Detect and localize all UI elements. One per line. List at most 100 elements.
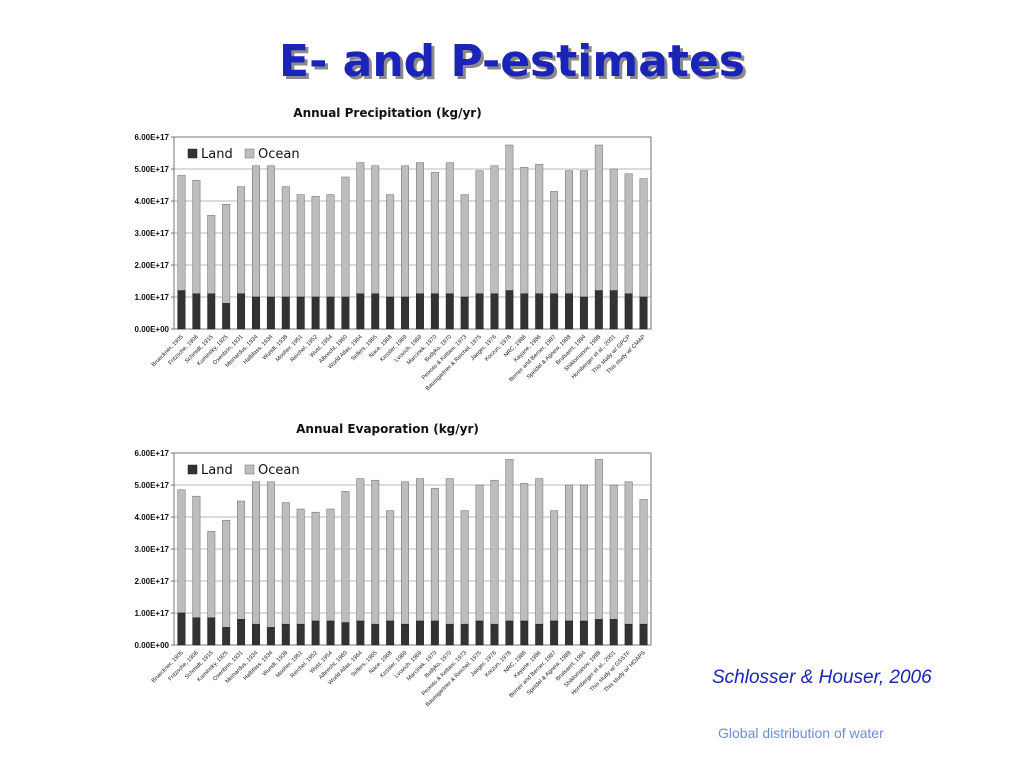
evap-bar-ocean — [356, 478, 365, 622]
precip-legend-label-land: Land — [201, 147, 233, 162]
precip-bar-land — [550, 293, 559, 330]
precip-bar-ocean — [520, 167, 529, 295]
evap-bar-land — [639, 623, 648, 646]
precip-bar-land — [609, 290, 618, 330]
evap-bar-ocean — [535, 478, 544, 625]
evap-y-tick-label: 4.00E+17 — [135, 513, 170, 522]
citation: Schlosser & Houser, 2006 — [712, 667, 932, 688]
precip-legend-label-ocean: Ocean — [258, 147, 300, 162]
evap-bar-land — [222, 627, 231, 646]
evap-bar-land — [311, 620, 320, 646]
precip-y-tick-label: 5.00E+17 — [135, 165, 170, 174]
precip-bar-ocean — [371, 165, 380, 295]
precip-bar-land — [579, 296, 588, 330]
evap-bar-ocean — [401, 481, 410, 625]
precip-bar-land — [281, 296, 290, 330]
precip-bar-land — [207, 293, 216, 330]
evap-y-tick-label: 0.00E+00 — [135, 641, 170, 650]
precip-bar-land — [222, 303, 231, 330]
evap-bar-ocean — [624, 481, 633, 625]
precip-bar-land — [356, 293, 365, 330]
evap-bar-land — [252, 623, 260, 646]
evap-bar-land — [401, 623, 410, 646]
evap-legend-swatch-land — [187, 464, 198, 475]
precip-bar-land — [192, 293, 201, 330]
evap-bar-land — [237, 619, 246, 646]
precip-bar-ocean — [177, 175, 186, 291]
precip-legend-swatch-ocean — [244, 148, 255, 159]
evap-bar-land — [505, 620, 514, 646]
evap-y-tick-label: 5.00E+17 — [135, 481, 170, 490]
evap-bar-ocean — [311, 511, 320, 622]
precip-y-tick-label: 6.00E+17 — [135, 133, 170, 142]
precip-bar-ocean — [579, 170, 588, 298]
precip-bar-land — [415, 293, 424, 330]
precip-bar-ocean — [326, 194, 335, 298]
precip-bar-ocean — [386, 194, 395, 298]
precip-bar-land — [401, 296, 410, 330]
precip-bar-land — [520, 293, 529, 330]
precip-bar-land — [624, 293, 633, 330]
evap-bar-ocean — [222, 519, 231, 628]
evap-bar-ocean — [550, 510, 559, 622]
evap-bar-ocean — [565, 484, 573, 622]
evap-bar-land — [445, 623, 454, 646]
precip-legend-swatch-land — [187, 148, 198, 159]
evap-y-tick-label: 2.00E+17 — [135, 577, 170, 586]
precip-bar-land — [639, 296, 648, 330]
precip-bar-land — [371, 293, 380, 330]
evap-legend-label-land: Land — [201, 463, 233, 478]
precip-bar-ocean — [266, 165, 275, 298]
evap-bar-land — [520, 620, 529, 646]
precip-bar-ocean — [594, 144, 603, 291]
evap-bar-land — [192, 617, 201, 646]
evap-legend-swatch-ocean — [244, 464, 255, 475]
precipitation-chart: Annual Precipitation (kg/yr) 0.00E+00 1.00… — [135, 106, 652, 392]
precip-bar-ocean — [192, 179, 201, 295]
precip-bar-land — [460, 296, 469, 330]
evap-bar-land — [207, 617, 216, 646]
evap-bar-land — [490, 623, 499, 646]
precip-bar-ocean — [207, 215, 216, 295]
precip-bar-ocean — [609, 168, 618, 291]
evap-bar-land — [326, 620, 335, 646]
evap-bar-ocean — [252, 481, 260, 625]
precip-bar-land — [535, 293, 544, 330]
precip-bar-ocean — [475, 170, 484, 295]
evap-bar-ocean — [237, 500, 246, 620]
evap-bar-ocean — [505, 459, 514, 622]
evap-bar-ocean — [460, 510, 469, 625]
evap-bar-ocean — [207, 531, 216, 619]
precip-y-tick-label: 1.00E+17 — [135, 293, 170, 302]
evap-bar-ocean — [177, 489, 186, 614]
precip-bar-land — [341, 296, 350, 330]
evap-bar-ocean — [192, 495, 201, 619]
evap-bar-ocean — [475, 484, 484, 622]
precip-bar-ocean — [222, 203, 231, 304]
precip-bar-ocean — [296, 194, 305, 298]
precip-bar-ocean — [445, 162, 454, 295]
precip-bar-land — [177, 290, 186, 330]
evap-bar-land — [281, 623, 290, 646]
evap-bar-land — [430, 620, 439, 646]
evap-bar-land — [594, 619, 603, 646]
precip-y-tick-label: 3.00E+17 — [135, 229, 170, 238]
evap-bar-ocean — [296, 508, 305, 625]
evap-bar-ocean — [266, 481, 275, 628]
evap-bar-land — [415, 620, 424, 646]
evap-bar-ocean — [579, 484, 588, 622]
precip-bar-land — [505, 290, 514, 330]
evap-bar-ocean — [371, 479, 380, 625]
evap-bar-ocean — [341, 491, 350, 623]
evap-bar-ocean — [594, 459, 603, 620]
precip-bar-land — [296, 296, 305, 330]
footer-text: Global distribution of water — [718, 725, 884, 741]
evap-bar-land — [609, 619, 618, 646]
precip-bar-ocean — [341, 176, 350, 298]
precip-bar-land — [594, 290, 603, 330]
precip-bar-land — [490, 293, 499, 330]
precip-title: Annual Precipitation (kg/yr) — [293, 106, 481, 120]
evap-bar-land — [356, 620, 365, 646]
precip-bar-ocean — [415, 162, 424, 295]
precip-y-tick-label: 2.00E+17 — [135, 261, 170, 270]
